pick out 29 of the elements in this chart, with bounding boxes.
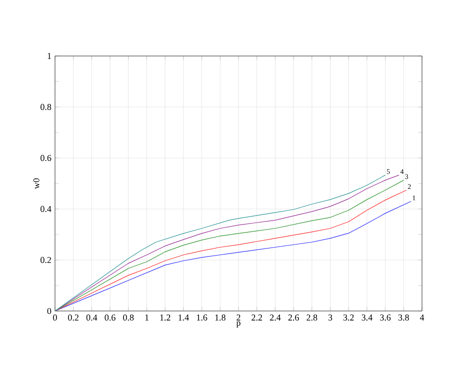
x-tick-label: 1.4	[178, 314, 189, 321]
x-tick-label: 0	[53, 314, 57, 321]
x-tick-label: 1	[145, 314, 148, 320]
x-tick-label: 2	[236, 314, 240, 320]
x-tick-label: 2.2	[252, 314, 262, 321]
y-tick-label: 1	[48, 53, 51, 59]
y-tick-label: 0.6	[40, 154, 52, 162]
x-tick-label: 2.6	[288, 314, 299, 321]
x-tick-label: 0.2	[68, 314, 78, 321]
x-tick-label: 1.2	[160, 314, 170, 321]
x-tick-label: 3	[328, 314, 332, 321]
y-tick-label: 0	[47, 308, 52, 314]
x-tick-label: 4	[420, 314, 424, 320]
x-tick-label: 1.6	[196, 314, 208, 321]
x-tick-label: 3.2	[343, 314, 354, 321]
x-tick-label: 3.4	[362, 314, 372, 321]
y-tick-label: 0.2	[40, 256, 51, 264]
x-tick-label: 0.4	[86, 314, 98, 321]
y-tick-label: 0.8	[40, 104, 52, 110]
x-tick-label: 0.6	[104, 314, 116, 321]
x-tick-label: 0.8	[123, 314, 134, 321]
x-tick-label: 3.6	[380, 314, 391, 321]
x-axis-title: p	[236, 322, 240, 328]
x-tick-label: 1.8	[215, 314, 226, 321]
x-tick-label: 2.8	[306, 314, 318, 321]
y-tick-label: 0.4	[40, 206, 52, 212]
x-tick-label: 2.4	[270, 314, 281, 321]
y-axis-title: w0	[33, 178, 40, 189]
x-tick-label: 3.8	[398, 314, 409, 321]
